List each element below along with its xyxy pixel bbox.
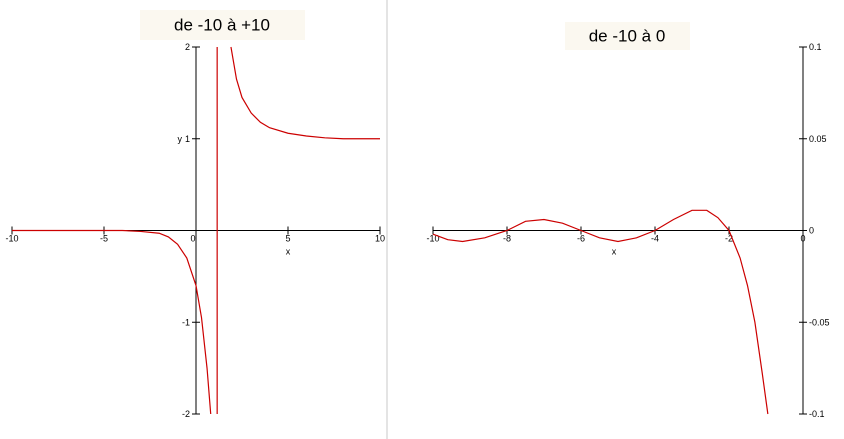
x-tick-label: 10 (375, 234, 385, 244)
y-tick-label: 0 (809, 226, 814, 236)
y-tick-label: -1 (182, 317, 190, 327)
x-axis-label: x (286, 247, 291, 257)
x-tick-label: -10 (426, 234, 439, 244)
y-tick-label: -0.1 (809, 409, 825, 419)
y-tick-label: 0.1 (809, 42, 822, 52)
y-tick-label: 2 (185, 42, 190, 52)
x-tick-label: -6 (577, 234, 585, 244)
curve (12, 46, 380, 415)
curve (432, 209, 769, 415)
x-tick-label: -4 (651, 234, 659, 244)
x-tick-label: -2 (725, 234, 733, 244)
y-tick-label: 0.05 (809, 134, 827, 144)
y-tick-label: 1 (185, 134, 190, 144)
y-axis-label: y (178, 134, 183, 144)
x-tick-label: 0 (800, 234, 805, 244)
x-tick-label: -8 (503, 234, 511, 244)
x-tick-label: -5 (100, 234, 108, 244)
chart-title: de -10 à 0 (589, 26, 666, 45)
title-box (565, 22, 690, 50)
x-tick-label: -10 (5, 234, 18, 244)
y-tick-label: -0.05 (809, 317, 830, 327)
x-axis-label: x (612, 247, 617, 257)
chart-title: de -10 à +10 (174, 15, 270, 34)
title-box (140, 10, 305, 40)
y-tick-label: -2 (182, 409, 190, 419)
x-tick-label: 0 (190, 234, 195, 244)
x-tick-label: 5 (285, 234, 290, 244)
